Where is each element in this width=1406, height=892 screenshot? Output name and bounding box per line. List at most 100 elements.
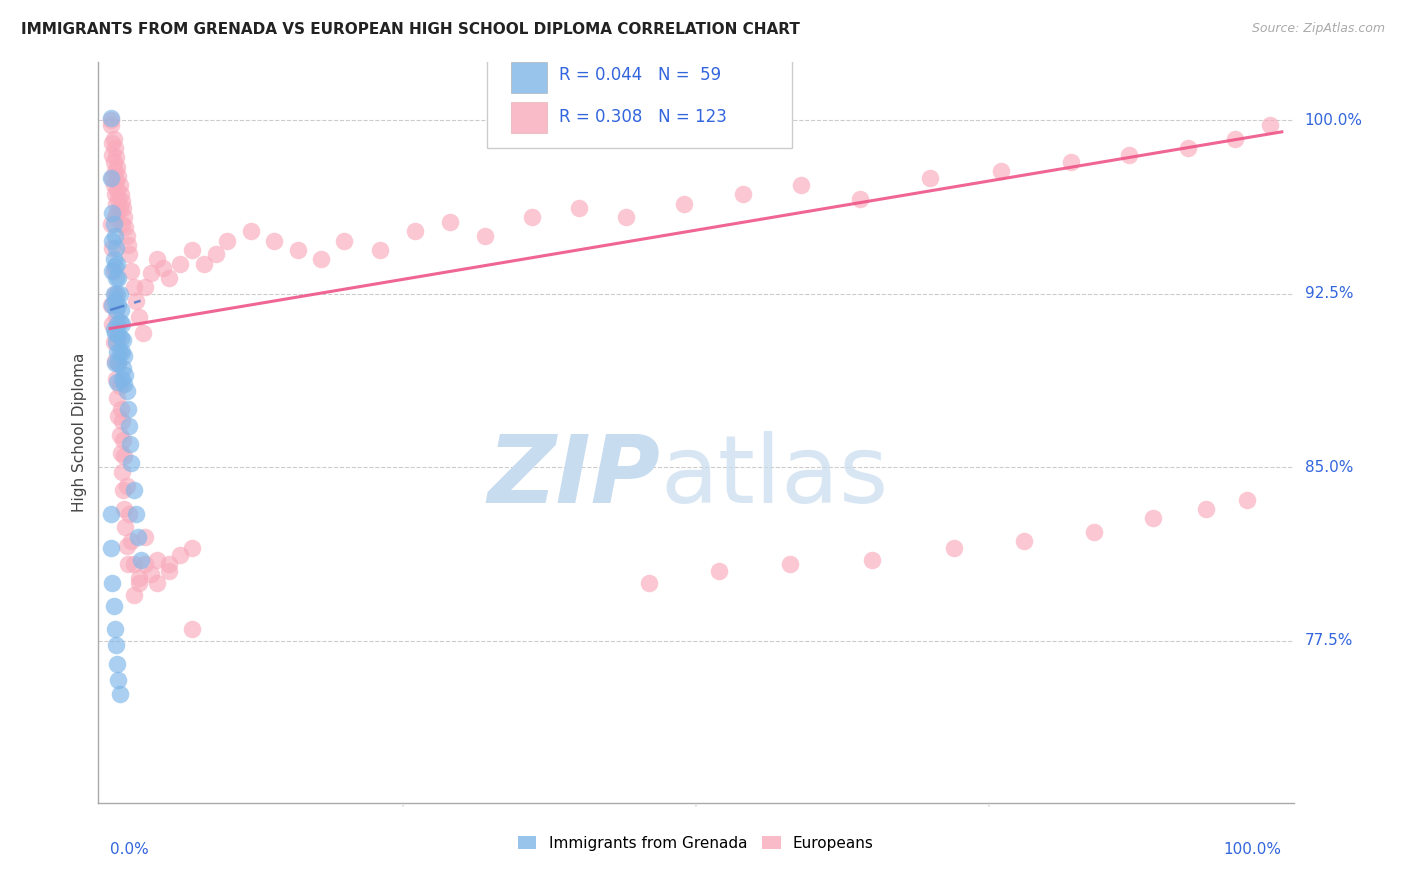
Point bbox=[368, 243, 391, 257]
Text: ZIP: ZIP bbox=[488, 431, 661, 523]
Point bbox=[110, 402, 132, 417]
Point bbox=[107, 298, 129, 312]
Bar bbox=[510, 62, 547, 94]
Point bbox=[101, 317, 124, 331]
Point bbox=[108, 428, 131, 442]
Point bbox=[122, 558, 145, 572]
Point bbox=[107, 409, 129, 424]
Point bbox=[118, 418, 141, 433]
Point bbox=[105, 240, 128, 254]
Point bbox=[104, 164, 127, 178]
Point bbox=[100, 298, 122, 312]
Point bbox=[1118, 148, 1140, 162]
Point bbox=[111, 218, 134, 232]
Point bbox=[127, 530, 149, 544]
Point bbox=[107, 328, 129, 343]
Point bbox=[100, 118, 122, 132]
Point bbox=[103, 599, 125, 614]
Point bbox=[474, 229, 496, 244]
Point bbox=[111, 194, 134, 209]
Point bbox=[104, 293, 127, 308]
Point bbox=[125, 293, 148, 308]
Point bbox=[860, 553, 883, 567]
Point bbox=[110, 303, 132, 318]
Point bbox=[146, 252, 169, 266]
Point bbox=[614, 211, 637, 225]
Point bbox=[111, 372, 134, 386]
Point bbox=[101, 298, 124, 312]
Point bbox=[104, 356, 127, 370]
Point bbox=[239, 224, 262, 238]
Point bbox=[105, 335, 128, 350]
Point bbox=[1012, 534, 1035, 549]
Legend: Immigrants from Grenada, Europeans: Immigrants from Grenada, Europeans bbox=[517, 836, 875, 851]
Point bbox=[112, 502, 135, 516]
Point bbox=[157, 558, 180, 572]
Point bbox=[104, 141, 127, 155]
Point bbox=[111, 414, 134, 428]
Point bbox=[105, 317, 128, 331]
Point bbox=[101, 576, 124, 591]
Point bbox=[1083, 525, 1105, 540]
Point bbox=[1177, 141, 1199, 155]
Point bbox=[103, 252, 125, 266]
Point bbox=[105, 173, 128, 187]
Point bbox=[101, 240, 124, 254]
Point bbox=[141, 566, 163, 581]
Point bbox=[141, 266, 163, 280]
Point bbox=[104, 354, 127, 368]
Point bbox=[309, 252, 332, 266]
Point bbox=[101, 148, 124, 162]
Point bbox=[404, 224, 426, 238]
Point bbox=[114, 368, 136, 382]
Point bbox=[101, 206, 124, 220]
Point bbox=[105, 150, 128, 164]
Point bbox=[157, 270, 180, 285]
Point bbox=[134, 530, 156, 544]
Point bbox=[105, 286, 128, 301]
Point bbox=[105, 657, 128, 671]
Point bbox=[112, 449, 135, 463]
Point bbox=[112, 433, 135, 447]
Point bbox=[107, 270, 129, 285]
Point bbox=[128, 576, 150, 591]
Point bbox=[849, 192, 872, 206]
Point bbox=[169, 548, 191, 562]
Y-axis label: High School Diploma: High School Diploma bbox=[72, 353, 87, 512]
Point bbox=[112, 333, 135, 347]
Point bbox=[103, 263, 125, 277]
Point bbox=[112, 360, 135, 375]
Point bbox=[1195, 502, 1218, 516]
Point bbox=[117, 558, 139, 572]
Point bbox=[152, 261, 174, 276]
Point bbox=[111, 317, 134, 331]
Point bbox=[105, 206, 128, 220]
FancyBboxPatch shape bbox=[486, 47, 792, 147]
Point bbox=[287, 243, 309, 257]
Point bbox=[104, 326, 127, 340]
Point bbox=[193, 257, 215, 271]
Point bbox=[107, 356, 129, 370]
Point bbox=[104, 229, 127, 244]
Text: R = 0.308   N = 123: R = 0.308 N = 123 bbox=[558, 108, 727, 126]
Point bbox=[100, 541, 122, 556]
Point bbox=[118, 507, 141, 521]
Point bbox=[112, 483, 135, 498]
Point bbox=[100, 111, 122, 125]
Point bbox=[1258, 118, 1281, 132]
Point bbox=[1060, 155, 1083, 169]
Point bbox=[115, 479, 138, 493]
Point bbox=[990, 164, 1012, 178]
Point bbox=[128, 310, 150, 324]
Point bbox=[115, 539, 138, 553]
Point bbox=[115, 229, 138, 244]
Point bbox=[108, 687, 131, 701]
Point bbox=[568, 201, 591, 215]
Point bbox=[104, 187, 127, 202]
Point bbox=[114, 219, 136, 234]
Point bbox=[101, 263, 124, 277]
Point bbox=[100, 171, 122, 186]
Point bbox=[105, 372, 128, 386]
Text: 85.0%: 85.0% bbox=[1305, 459, 1353, 475]
Point bbox=[105, 375, 128, 389]
